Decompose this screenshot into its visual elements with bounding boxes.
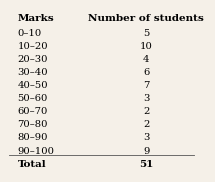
Text: 80–90: 80–90 <box>17 133 48 143</box>
Text: 6: 6 <box>143 68 149 77</box>
Text: 4: 4 <box>143 55 149 64</box>
Text: 10–20: 10–20 <box>17 42 48 51</box>
Text: 30–40: 30–40 <box>17 68 48 77</box>
Text: 10: 10 <box>140 42 153 51</box>
Text: Total: Total <box>17 160 46 169</box>
Text: 3: 3 <box>143 94 149 103</box>
Text: 70–80: 70–80 <box>17 120 48 129</box>
Text: Marks: Marks <box>17 14 54 23</box>
Text: 50–60: 50–60 <box>17 94 48 103</box>
Text: 60–70: 60–70 <box>17 107 48 116</box>
Text: 40–50: 40–50 <box>17 81 48 90</box>
Text: Number of students: Number of students <box>88 14 204 23</box>
Text: 5: 5 <box>143 29 149 38</box>
Text: 90–100: 90–100 <box>17 147 54 156</box>
Text: 20–30: 20–30 <box>17 55 48 64</box>
Text: 2: 2 <box>143 107 149 116</box>
Text: 0–10: 0–10 <box>17 29 42 38</box>
Text: 2: 2 <box>143 120 149 129</box>
Text: 7: 7 <box>143 81 149 90</box>
Text: 51: 51 <box>139 160 153 169</box>
Text: 9: 9 <box>143 147 149 156</box>
Text: 3: 3 <box>143 133 149 143</box>
